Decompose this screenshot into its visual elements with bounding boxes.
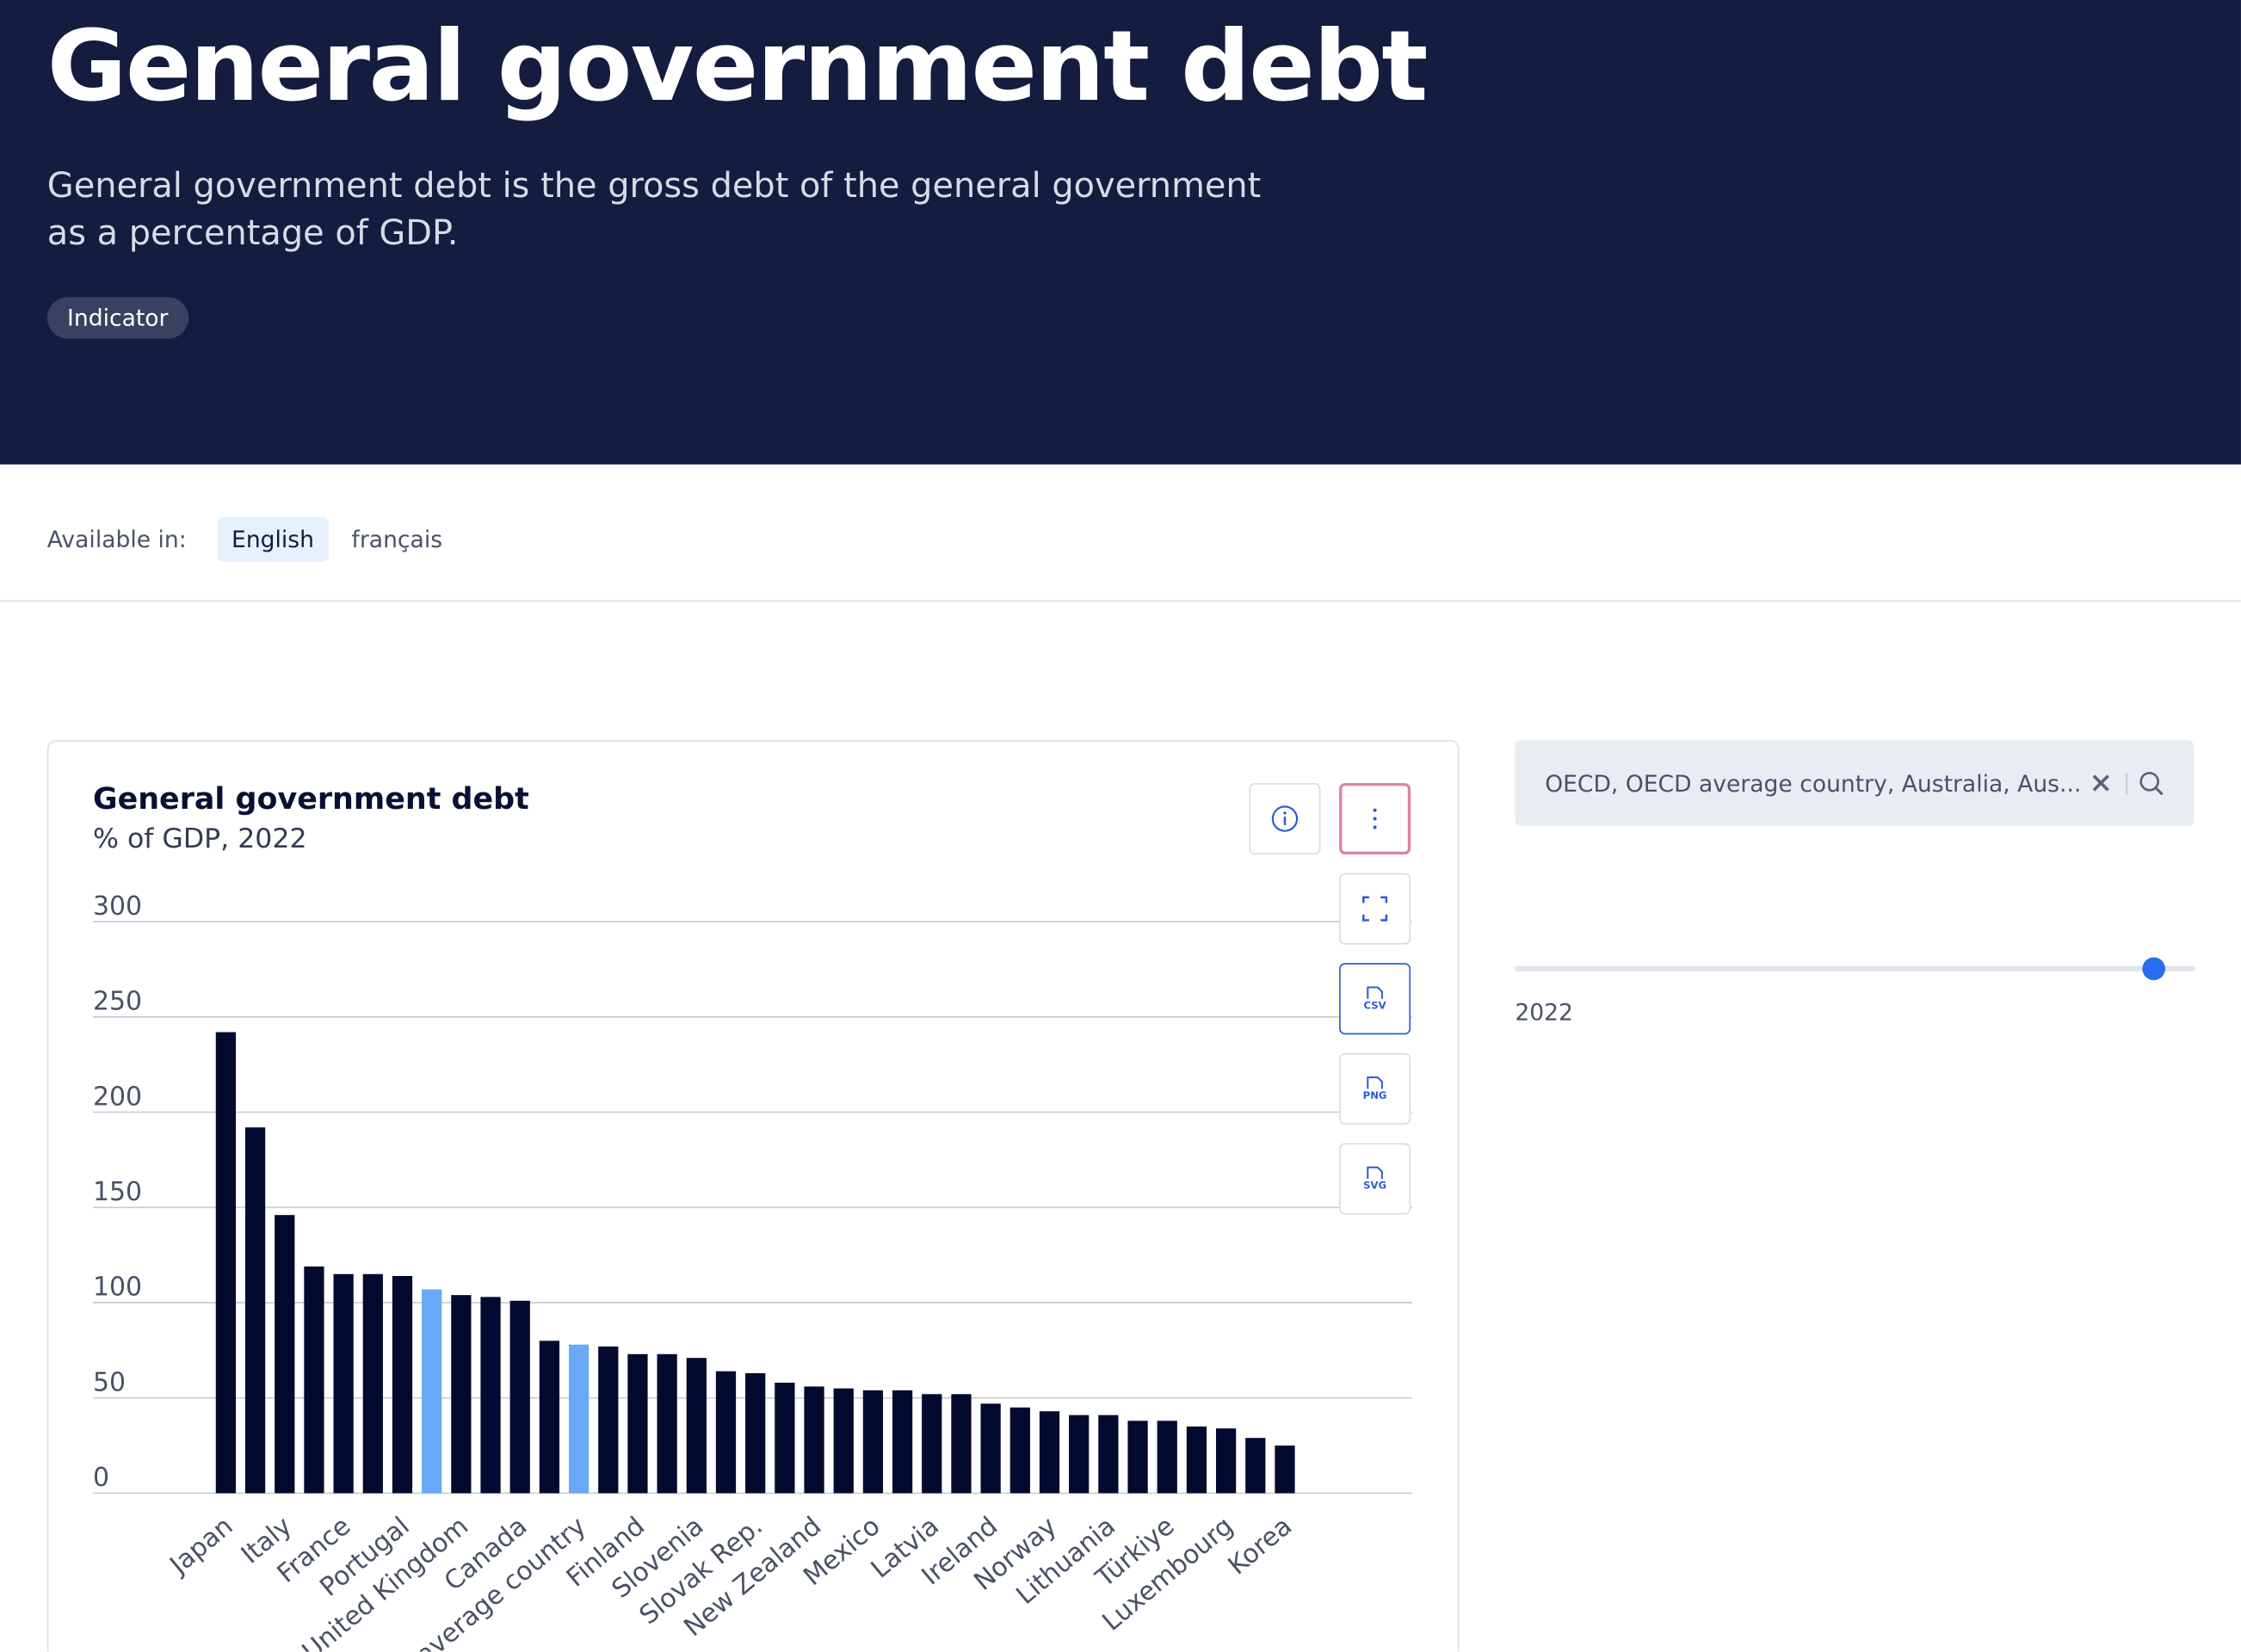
svg-button[interactable]: SVG xyxy=(1339,1143,1411,1215)
bar xyxy=(1186,1426,1207,1494)
bar xyxy=(892,1390,913,1494)
y-tick-label: 150 xyxy=(93,1177,142,1207)
bar xyxy=(333,1273,354,1494)
bar xyxy=(922,1394,942,1494)
bar xyxy=(980,1403,1001,1494)
filter-text: OECD, OECD average country, Australia, A… xyxy=(1545,770,2082,798)
bar xyxy=(568,1344,590,1494)
bar xyxy=(833,1388,854,1494)
png-label: PNG xyxy=(1362,1090,1387,1102)
bar xyxy=(509,1300,530,1494)
description: General government debt is the gross deb… xyxy=(46,165,1262,253)
year-label: 2022 xyxy=(1515,998,1573,1026)
bar xyxy=(745,1372,766,1494)
filter-icons[interactable] xyxy=(2087,768,2173,800)
bar xyxy=(215,1032,237,1494)
bar xyxy=(627,1353,648,1494)
bar xyxy=(775,1383,795,1494)
png-button[interactable]: PNG xyxy=(1339,1052,1411,1125)
bar xyxy=(275,1215,295,1494)
bar xyxy=(1098,1415,1119,1494)
bar xyxy=(1215,1428,1237,1494)
filter-box[interactable] xyxy=(1515,740,2195,826)
separator xyxy=(0,600,2241,602)
bar xyxy=(1245,1438,1266,1494)
info-button[interactable] xyxy=(1249,783,1321,855)
chart-subtitle: % of GDP, 2022 xyxy=(92,823,307,855)
fullscreen-button[interactable] xyxy=(1339,872,1411,945)
bar xyxy=(480,1297,501,1494)
bar xyxy=(686,1358,707,1494)
bar xyxy=(598,1346,619,1494)
bar xyxy=(1127,1421,1148,1494)
bar xyxy=(657,1353,677,1494)
csv-label: CSV xyxy=(1363,1000,1386,1012)
bar xyxy=(804,1386,824,1494)
header xyxy=(0,0,2241,465)
bar xyxy=(304,1266,324,1494)
bar xyxy=(539,1341,560,1494)
bar xyxy=(244,1127,266,1494)
y-tick-label: 0 xyxy=(93,1463,109,1493)
y-tick-label: 250 xyxy=(93,987,142,1017)
chart-title: General government debt xyxy=(92,781,529,817)
bar xyxy=(392,1276,413,1494)
bar xyxy=(1275,1446,1295,1494)
chart-card xyxy=(46,740,1460,1652)
bar xyxy=(715,1371,737,1494)
bar xyxy=(951,1394,972,1494)
bar xyxy=(1039,1411,1060,1494)
bar xyxy=(422,1289,442,1494)
csv-button[interactable]: CSV xyxy=(1339,963,1411,1035)
y-tick-label: 200 xyxy=(93,1082,142,1112)
page-title: General government debt xyxy=(46,11,1429,125)
bar xyxy=(451,1295,472,1494)
lang-label: Available in: xyxy=(46,526,187,553)
svg-label: SVG xyxy=(1363,1180,1387,1193)
bar xyxy=(862,1390,884,1494)
bar xyxy=(1069,1415,1090,1494)
x-tick-label: Korea xyxy=(1223,1511,1298,1581)
lang-option[interactable]: français xyxy=(351,526,443,553)
menu-button[interactable] xyxy=(1339,783,1411,855)
x-tick-label: Japan xyxy=(164,1511,239,1581)
bar xyxy=(1009,1407,1030,1494)
y-tick-label: 100 xyxy=(93,1273,142,1303)
year-slider[interactable] xyxy=(1515,954,2195,983)
bar xyxy=(362,1273,383,1494)
tag[interactable]: Indicator xyxy=(46,297,188,339)
y-tick-label: 50 xyxy=(93,1367,126,1397)
lang-option[interactable]: English xyxy=(217,517,329,562)
y-tick-label: 300 xyxy=(93,891,142,922)
bar xyxy=(1157,1421,1177,1494)
